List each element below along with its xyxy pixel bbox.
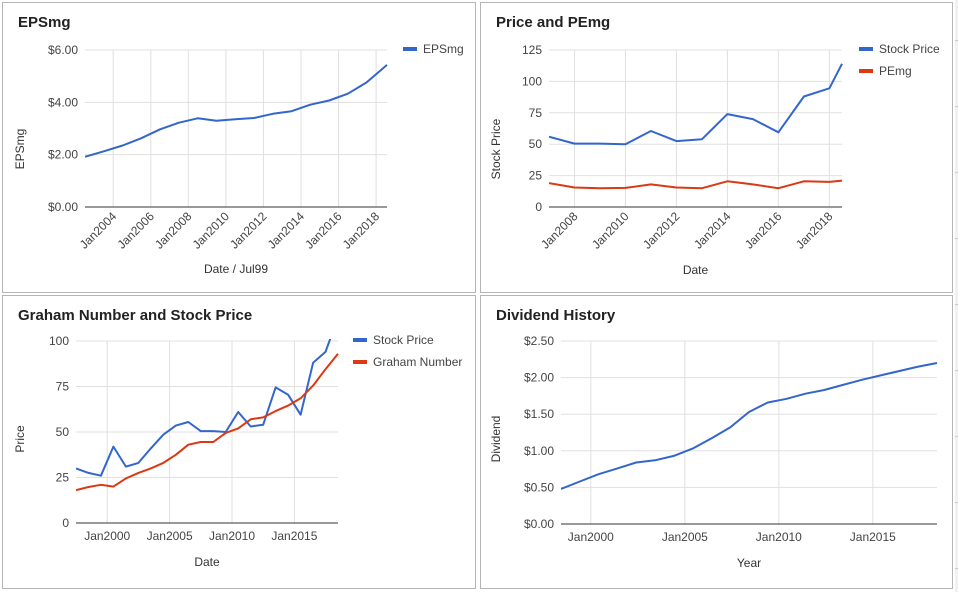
x-tick-label: Jan2005 xyxy=(147,529,193,543)
x-tick-label: Jan2018 xyxy=(340,209,383,252)
y-axis-title: Dividend xyxy=(489,416,503,463)
legend-label: Stock Price xyxy=(373,333,434,347)
chart-svg: $0.00 $0.50 $1.00 $1.50 $2.00 $2.50 Jan2000 Jan… xyxy=(489,334,938,570)
chart-panel-dividend: Dividend History $0.00 $0.50 $1.00 $1.50 $2.… xyxy=(480,295,953,589)
y-tick-label: $0.00 xyxy=(524,517,554,531)
x-tick-label: Jan2010 xyxy=(756,530,802,544)
y-tick-label: $1.00 xyxy=(524,444,554,458)
series-line-1 xyxy=(76,353,339,492)
x-tick-label: Jan2000 xyxy=(568,530,614,544)
x-tick-label: Jan2008 xyxy=(538,209,581,252)
x-tick-label: Jan2014 xyxy=(691,209,734,252)
y-tick-label: 0 xyxy=(62,516,69,530)
chart-title: Price and PEmg xyxy=(496,14,611,31)
y-tick-label: 100 xyxy=(49,334,69,348)
legend-swatch xyxy=(859,47,873,51)
right-edge-strip xyxy=(955,0,958,592)
x-tick-label: Jan2016 xyxy=(742,209,785,252)
series-line-0 xyxy=(85,64,388,158)
y-tick-label: $2.50 xyxy=(524,334,554,348)
x-tick-label: Jan2012 xyxy=(227,209,270,252)
series-line-0 xyxy=(76,339,332,477)
chart-svg: $0.00 $2.00 $4.00 $6.00 Jan2004Jan2006Jan200… xyxy=(13,42,464,276)
y-tick-label: 0 xyxy=(535,200,542,214)
x-tick-label: Jan2015 xyxy=(271,529,317,543)
chart-panel-epsmg: EPSmg $0.00 $2.00 $4.00 $6.00 Jan2004 Jan2006… xyxy=(2,2,476,293)
y-tick-label: $6.00 xyxy=(48,43,78,57)
chart-title: Dividend History xyxy=(496,307,616,324)
y-tick-label: $2.00 xyxy=(48,148,78,162)
legend-swatch xyxy=(353,338,367,342)
series-line-0 xyxy=(561,362,938,490)
y-tick-label: 100 xyxy=(522,74,542,88)
y-tick-label: 75 xyxy=(529,106,543,120)
x-tick-label: Jan2010 xyxy=(209,529,255,543)
x-axis-title: Year xyxy=(737,556,761,570)
x-axis-title: Date / Jul99 xyxy=(204,262,268,276)
legend-label: PEmg xyxy=(879,64,912,78)
chart-panel-price-pemg: Price and PEmg 0 25 50 75 100 125 Jan2008 Jan20… xyxy=(480,2,953,293)
y-tick-label: $1.50 xyxy=(524,407,554,421)
y-tick-label: 25 xyxy=(56,471,70,485)
x-axis-title: Date xyxy=(683,263,709,277)
chart-svg: 0 25 50 75 100 Jan2000 Jan2005 Jan2010 Jan2015 Da… xyxy=(13,333,462,569)
x-tick-label: Jan2018 xyxy=(793,209,836,252)
x-tick-label: Jan2014 xyxy=(265,209,308,252)
y-axis-title: EPSmg xyxy=(13,129,27,170)
x-axis-title: Date xyxy=(194,555,220,569)
legend-swatch xyxy=(859,69,873,73)
x-tick-label: Jan2004 xyxy=(77,209,120,252)
x-tick-label: Jan2010 xyxy=(190,209,233,252)
y-tick-label: $0.00 xyxy=(48,200,78,214)
legend-swatch xyxy=(353,360,367,364)
x-tick-label: Jan2008 xyxy=(152,209,195,252)
x-tick-label: Jan2012 xyxy=(640,209,683,252)
y-tick-label: 50 xyxy=(529,137,543,151)
series-line-1 xyxy=(549,179,843,190)
legend-swatch xyxy=(403,47,417,51)
y-axis-title: Stock Price xyxy=(489,118,503,179)
x-tick-label: Jan2000 xyxy=(84,529,130,543)
legend-label: Stock Price xyxy=(879,42,940,56)
chart-title: EPSmg xyxy=(18,14,71,31)
y-tick-label: 125 xyxy=(522,43,542,57)
y-tick-label: $4.00 xyxy=(48,95,78,109)
x-tick-label: Jan2016 xyxy=(302,209,345,252)
legend-label: EPSmg xyxy=(423,42,464,56)
x-tick-label: Jan2006 xyxy=(114,209,157,252)
y-tick-label: 25 xyxy=(529,169,543,183)
y-axis-title: Price xyxy=(13,425,27,453)
y-tick-label: 50 xyxy=(56,425,70,439)
x-tick-label: Jan2010 xyxy=(589,209,632,252)
y-tick-label: $0.50 xyxy=(524,480,554,494)
series-line-0 xyxy=(549,63,843,146)
x-tick-label: Jan2015 xyxy=(850,530,896,544)
y-tick-label: $2.00 xyxy=(524,371,554,385)
chart-title: Graham Number and Stock Price xyxy=(18,307,253,324)
y-tick-label: 75 xyxy=(56,380,70,394)
x-tick-label: Jan2005 xyxy=(662,530,708,544)
chart-panel-graham: Graham Number and Stock Price 0 25 50 75 100… xyxy=(2,295,476,589)
legend-label: Graham Number xyxy=(373,355,462,369)
